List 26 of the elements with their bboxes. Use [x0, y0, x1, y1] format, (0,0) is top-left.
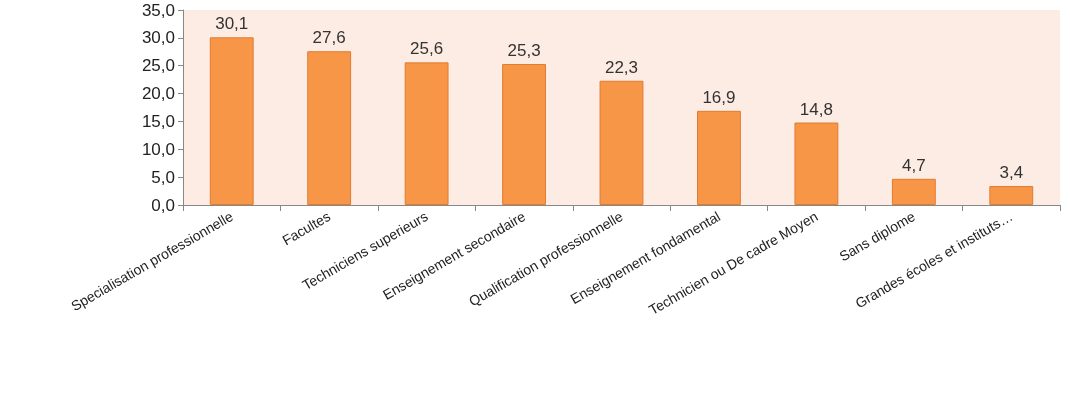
y-tick-label: 10,0: [141, 139, 175, 159]
bar: [697, 110, 741, 205]
data-label: 14,8: [799, 99, 833, 119]
y-tick-label: 15,0: [141, 111, 175, 131]
bar: [599, 80, 644, 205]
data-label: 25,6: [410, 39, 444, 59]
bar: [891, 178, 936, 205]
y-tick-label: 25,0: [141, 56, 175, 76]
y-tick-label: 5,0: [151, 167, 175, 187]
data-label: 25,3: [507, 41, 541, 61]
y-tick-label: 0,0: [151, 195, 175, 215]
data-label: 27,6: [312, 28, 346, 48]
bar: [209, 37, 254, 205]
bar: [502, 64, 546, 205]
data-label: 16,9: [702, 87, 736, 107]
data-label: 3,4: [999, 163, 1024, 183]
data-label: 22,3: [604, 57, 639, 77]
data-label: 4,7: [902, 155, 926, 175]
y-tick-label: 20,0: [141, 84, 175, 104]
bar: [404, 62, 449, 205]
bar: [307, 51, 352, 205]
y-tick-label: 30,0: [141, 28, 175, 48]
bar: [989, 186, 1034, 205]
data-label: 30,1: [215, 14, 249, 34]
bar: [794, 122, 839, 205]
y-tick-label: 35,0: [141, 0, 175, 20]
